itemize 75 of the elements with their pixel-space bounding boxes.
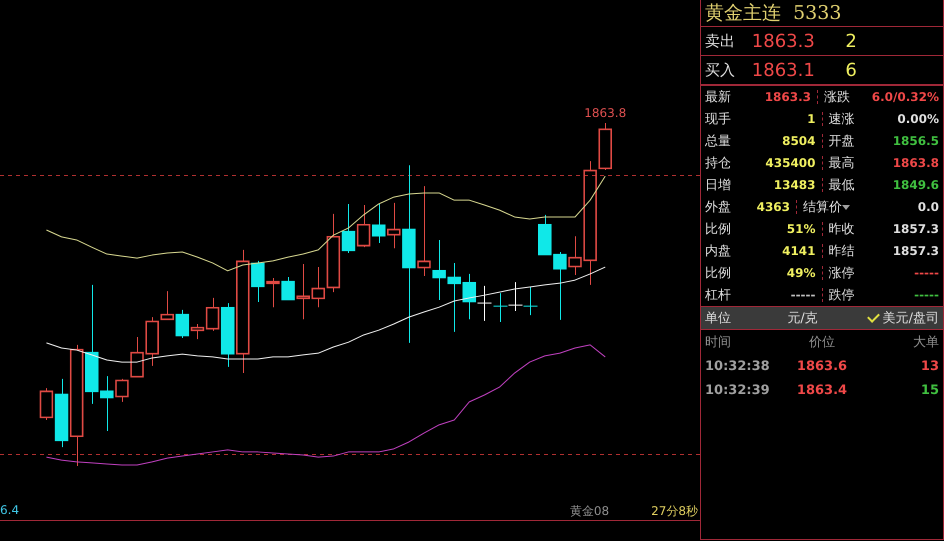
text: 1849.6 [892, 178, 939, 192]
candlestick [54, 378, 68, 448]
text: 美元/盘司 [882, 310, 940, 327]
text: 最新 [705, 89, 732, 106]
text: 1863.1 [752, 60, 816, 80]
text: 1857.3 [892, 222, 939, 236]
text: 最低 [828, 177, 856, 194]
text: 6.4 [0, 503, 20, 517]
text: 比例 [705, 221, 732, 238]
text: 13 [920, 358, 939, 374]
text: 现手 [705, 111, 732, 128]
text: 0.00% [896, 112, 939, 126]
text: 0.0 [916, 200, 939, 214]
text: 跌停 [828, 287, 856, 304]
text: 13483 [754, 178, 822, 192]
text: 元/克 [787, 310, 819, 327]
annotation: 1863.8 [584, 106, 626, 120]
candlestick [508, 282, 523, 312]
text: 价位 [808, 334, 836, 351]
text: ----- [913, 288, 939, 302]
text: 49% [754, 266, 822, 280]
text: 27分8秒 [651, 503, 698, 520]
text: 昨结 [828, 243, 856, 260]
text: 杠杆 [705, 287, 732, 304]
text: 买入 [705, 60, 736, 80]
text: 黄金主连 5333 [701, 0, 943, 27]
candlestick [493, 292, 508, 322]
text: 比例 [705, 265, 732, 282]
candlestick [523, 286, 538, 316]
text: 8504 [754, 134, 822, 148]
text: 10:32:39 [705, 382, 771, 398]
text: 1863.4 [796, 382, 848, 398]
text: 435400 [754, 156, 822, 170]
text: 10:32:38 [705, 358, 771, 374]
text: 1863.3 [752, 30, 816, 52]
text: 黄金08 [570, 503, 610, 520]
candlestick [220, 302, 234, 368]
candlestick [402, 164, 416, 344]
text: 持仓 [705, 155, 732, 172]
candlestick [84, 284, 99, 404]
candlestick [100, 376, 114, 432]
text: 日增 [705, 177, 732, 194]
text: 51% [754, 222, 822, 236]
text: 开盘 [828, 133, 856, 150]
text: 1863.6 [796, 358, 848, 374]
text: 4141 [754, 244, 822, 258]
text: 涨跌 [823, 89, 852, 106]
text: 6.0/0.32% [872, 90, 939, 104]
text: 卖出 [705, 32, 736, 50]
text: 总量 [705, 133, 732, 150]
text: 结算价 [802, 199, 842, 216]
candlestick [342, 203, 356, 254]
text: 15 [920, 382, 939, 398]
text: 大单 [912, 334, 939, 351]
text: 最高 [828, 155, 856, 172]
candlestick [477, 285, 492, 322]
text: ----- [913, 266, 939, 280]
text: 速涨 [828, 111, 856, 128]
text: 外盘 [705, 199, 732, 216]
candlestick [538, 214, 552, 256]
text: 1 [754, 112, 822, 126]
candlestick [251, 260, 265, 303]
text: 1857.3 [892, 244, 939, 258]
text: 1863.8 [892, 156, 939, 170]
text: 1856.5 [892, 134, 939, 148]
text: 4363 [743, 200, 797, 214]
text: 6 [845, 60, 858, 80]
text: 内盘 [705, 243, 732, 260]
text: 单位 [705, 310, 732, 327]
text: 昨收 [828, 221, 856, 238]
text: 时间 [705, 334, 732, 351]
text: 2 [845, 30, 858, 52]
text: 1863.3 [752, 90, 818, 104]
text: ----- [754, 288, 822, 302]
text: 涨停 [828, 265, 856, 282]
